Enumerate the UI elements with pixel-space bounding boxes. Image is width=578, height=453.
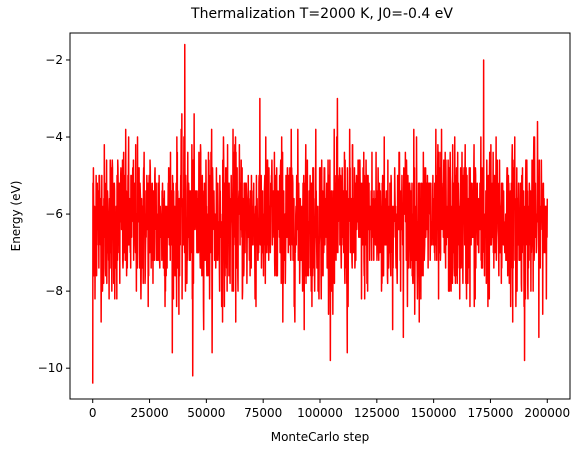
y-tick-label: −10	[38, 361, 63, 375]
y-axis: −10 −8 −6 −4 −2	[38, 53, 70, 375]
y-tick-label: −8	[45, 284, 63, 298]
x-tick-label: 175000	[468, 406, 514, 420]
x-tick-label: 150000	[411, 406, 457, 420]
x-tick-label: 100000	[297, 406, 343, 420]
x-tick-label: 200000	[524, 406, 570, 420]
energy-series-line	[91, 43, 549, 384]
axes-frame	[69, 32, 571, 400]
x-tick-label: 0	[89, 406, 97, 420]
x-tick-label: 25000	[130, 406, 168, 420]
y-tick-label: −4	[45, 130, 63, 144]
y-axis-label: Energy (eV)	[9, 181, 23, 252]
x-tick-label: 75000	[244, 406, 282, 420]
y-tick-label: −2	[45, 53, 63, 67]
x-axis: 0 25000 50000 75000 100000 125000 150000 175000…	[89, 399, 570, 420]
x-tick-label: 50000	[187, 406, 225, 420]
x-axis-label: MonteCarlo step	[271, 430, 370, 444]
x-tick-label: 125000	[354, 406, 400, 420]
chart-title: Thermalization T=2000 K, J0=-0.4 eV	[190, 6, 453, 22]
y-tick-label: −6	[45, 207, 63, 221]
plot-area	[91, 43, 549, 384]
